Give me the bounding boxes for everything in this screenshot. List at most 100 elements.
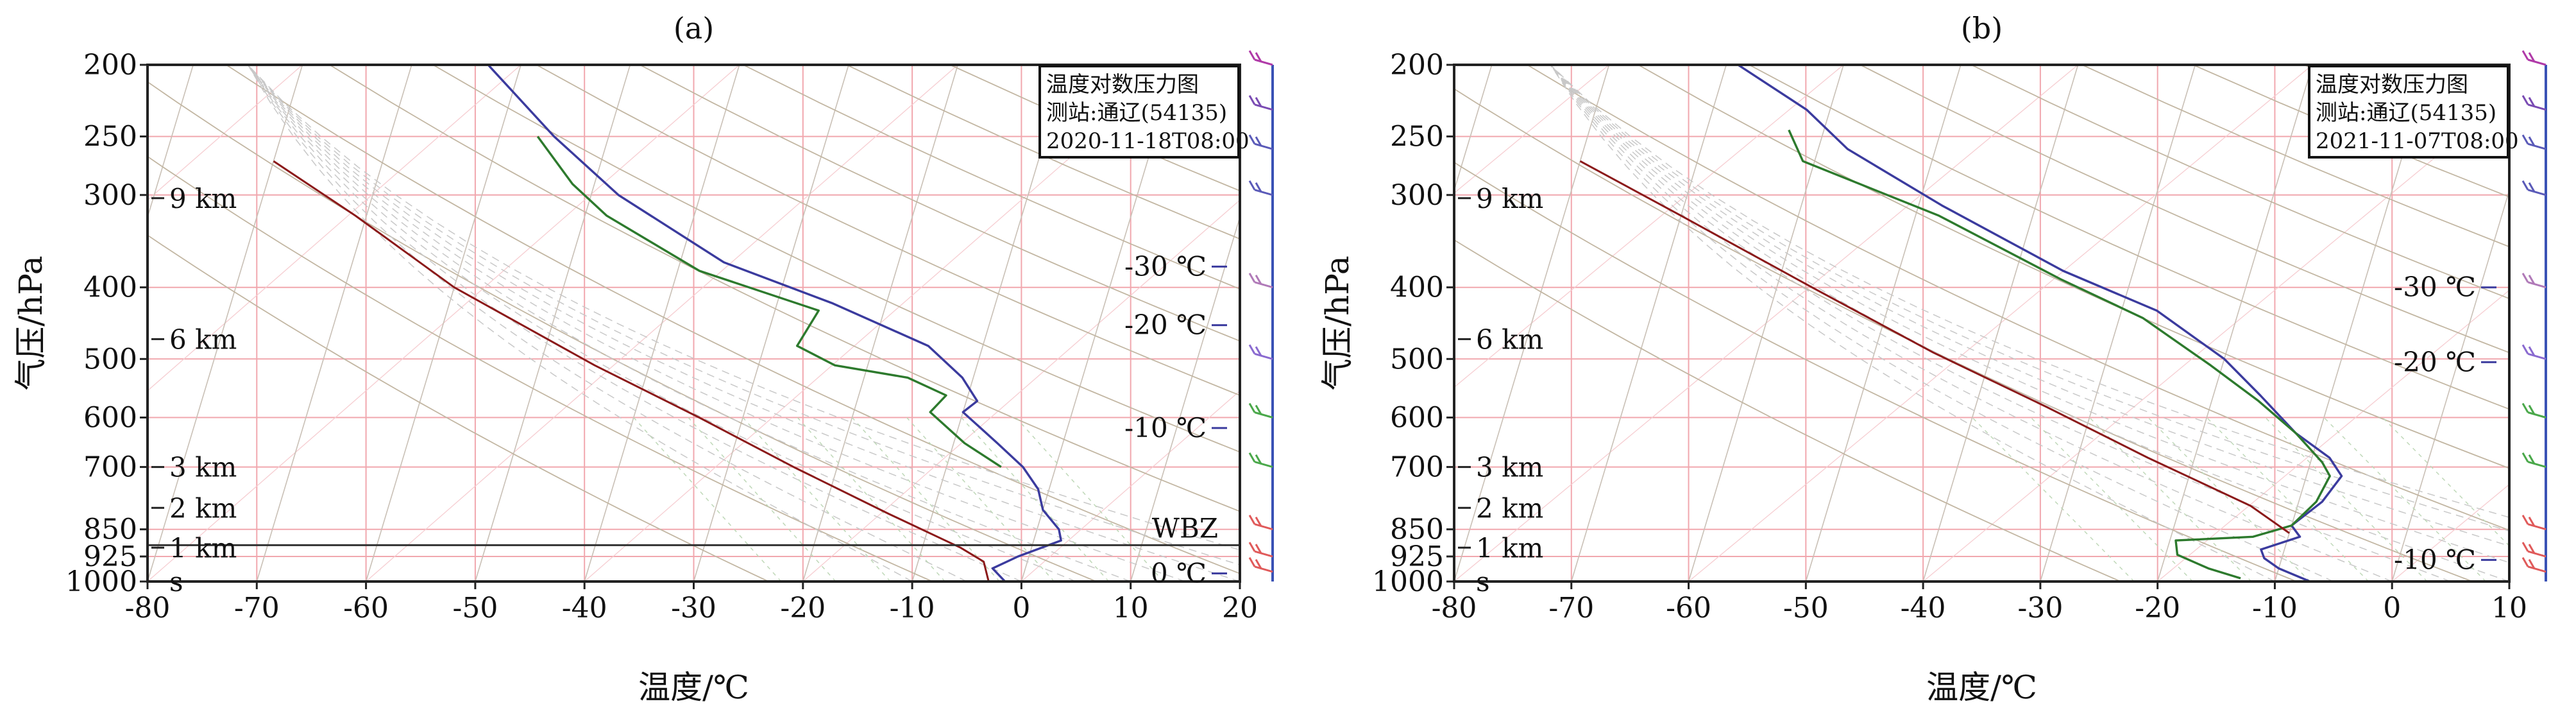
wind-barb-flag xyxy=(2521,514,2529,525)
isotherm-label: -30 ℃ xyxy=(1124,250,1207,282)
height-label: 1 km xyxy=(1476,532,1543,564)
y-tick-label: 300 xyxy=(83,179,137,212)
x-tick-label: 20 xyxy=(1222,592,1258,625)
moist-adiabat xyxy=(247,65,1240,581)
x-tick-label: -40 xyxy=(562,592,607,625)
y-tick-label: 200 xyxy=(1390,49,1444,82)
isopleth-line xyxy=(148,65,303,201)
y-tick-label: 700 xyxy=(83,451,137,484)
wind-barb xyxy=(1254,550,1273,558)
y-tick-label: 925 xyxy=(1390,540,1444,573)
wind-barb-flag xyxy=(1255,274,1262,285)
series-parcel-line xyxy=(273,160,990,581)
wind-barb xyxy=(1254,461,1273,469)
info-box-line: 温度对数压力图 xyxy=(1046,72,1199,98)
y-tick-label: 600 xyxy=(1390,401,1444,434)
isotherm-line xyxy=(148,65,194,220)
x-tick-label: -70 xyxy=(1548,592,1594,625)
moist-adiabat xyxy=(247,65,1131,581)
wind-barb-flag xyxy=(2521,50,2529,60)
moist-adiabat xyxy=(1550,65,2509,581)
wind-barb xyxy=(2527,550,2546,558)
dry-adiabat xyxy=(1638,65,2509,469)
wind-barb-flag xyxy=(1255,544,1262,554)
mixing-ratio-line xyxy=(2030,417,2194,581)
wind-barb xyxy=(2527,281,2546,289)
isopleth-line xyxy=(47,65,672,581)
isopleth-line xyxy=(2391,483,2509,581)
isotherm-line xyxy=(1454,65,1493,193)
dry-adiabat xyxy=(1749,65,2509,410)
series-temperature-line xyxy=(1737,65,2343,581)
wind-barb xyxy=(1254,103,1273,111)
isotherm-line xyxy=(1571,65,1727,581)
dry-adiabat xyxy=(1454,239,2121,581)
wind-barb-flag xyxy=(1248,452,1256,463)
wind-barb xyxy=(2527,461,2546,469)
wind-barb-flag xyxy=(2528,52,2536,62)
info-box-line: 2020-11-18T08:00 xyxy=(1046,128,1250,154)
y-tick-label: 850 xyxy=(1390,513,1444,546)
x-tick-label: -20 xyxy=(780,592,826,625)
moist-adiabat xyxy=(247,65,1022,581)
dry-adiabat xyxy=(1527,65,2509,531)
mixing-ratio-line xyxy=(742,417,891,581)
x-tick-label: -20 xyxy=(2135,592,2180,625)
y-tick-label: 500 xyxy=(83,343,137,375)
y-axis-title: 气压/hPa xyxy=(12,255,49,390)
dry-adiabat xyxy=(148,81,1097,581)
panel-label: (a) xyxy=(674,11,714,46)
series-dewpoint-line xyxy=(536,135,1002,469)
wind-barb-flag xyxy=(2521,542,2529,552)
moist-adiabat xyxy=(247,65,1240,565)
series-parcel-line xyxy=(1579,160,2290,534)
wind-barb-flag xyxy=(2528,97,2536,107)
dry-adiabat xyxy=(432,65,1240,453)
isotherm-line xyxy=(802,65,959,581)
dry-adiabat xyxy=(743,65,1240,290)
wind-barb-flag xyxy=(1255,516,1262,527)
wind-barb-flag xyxy=(1248,50,1256,60)
moist-adiabat xyxy=(247,65,967,581)
wind-barb-flag xyxy=(1255,454,1262,465)
mixing-ratio-line xyxy=(961,417,1110,581)
isotherm-line xyxy=(399,65,554,581)
mixing-ratio-line xyxy=(633,417,782,581)
wind-barb-flag xyxy=(1248,272,1256,283)
isotherm-line xyxy=(2509,65,2576,581)
mixing-ratio-line xyxy=(2382,417,2509,547)
y-tick-label: 400 xyxy=(83,271,137,304)
wind-barb-flag xyxy=(2528,544,2536,554)
isotherm-label: -10 ℃ xyxy=(1124,412,1207,444)
isopleth-line xyxy=(1454,65,1609,194)
wind-barb-flag xyxy=(2521,134,2529,144)
mixing-ratio-line xyxy=(906,417,1055,581)
info-box-line: 温度对数压力图 xyxy=(2316,72,2468,98)
mixing-ratio-line xyxy=(1972,417,2135,581)
wind-barb-flag xyxy=(1248,402,1256,413)
mixing-ratio-line xyxy=(2323,417,2486,581)
wind-barb-flag xyxy=(2521,557,2529,567)
x-tick-label: -60 xyxy=(1666,592,1711,625)
dry-adiabat xyxy=(148,234,769,581)
wind-barb xyxy=(2527,352,2546,360)
x-tick-label: 10 xyxy=(1113,592,1149,625)
isotherm-label: -10 ℃ xyxy=(2394,544,2476,575)
wind-barb-flag xyxy=(2521,272,2529,283)
moist-adiabat xyxy=(1550,65,2451,581)
x-tick-label: -30 xyxy=(2017,592,2063,625)
wind-barb-flag xyxy=(2521,402,2529,413)
isotherm-line xyxy=(1239,580,1240,581)
wind-barb-flag xyxy=(2528,136,2536,146)
wind-barb-flag xyxy=(2521,452,2529,463)
x-tick-label: -50 xyxy=(452,592,498,625)
plot-area xyxy=(148,65,1240,581)
x-tick-label: -40 xyxy=(1901,592,1946,625)
height-label: 6 km xyxy=(169,323,237,355)
info-box xyxy=(1038,65,1240,159)
isotherm-line xyxy=(1130,215,1240,581)
isopleth-line xyxy=(148,65,521,392)
isotherm-line xyxy=(2157,65,2313,581)
wind-barb-flag xyxy=(1248,557,1256,567)
